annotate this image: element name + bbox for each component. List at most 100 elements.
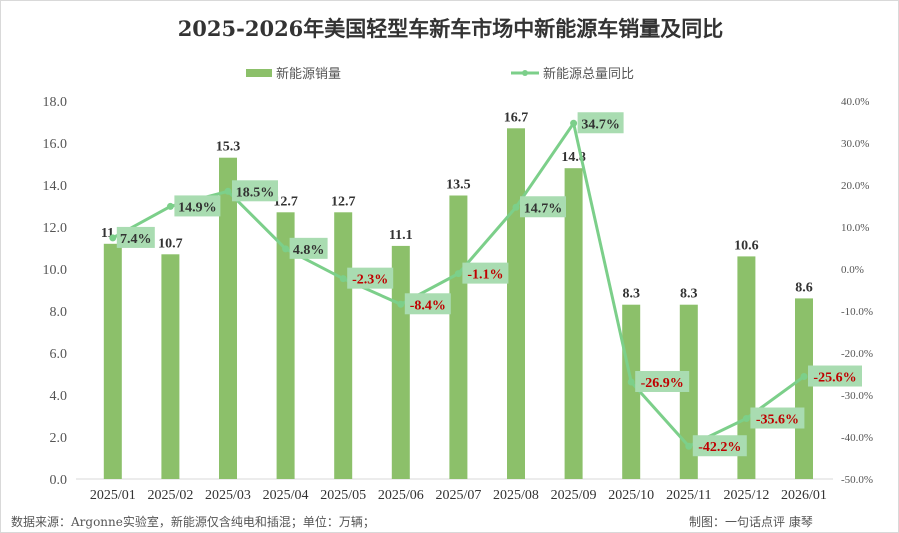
bar xyxy=(391,245,410,479)
bar xyxy=(622,304,641,479)
bar-data-label: 15.3 xyxy=(216,140,241,155)
yoy-data-label: 4.8% xyxy=(293,243,325,258)
yoy-label-bg xyxy=(577,112,624,134)
right-tick-label: 20.0% xyxy=(841,180,869,192)
legend-item-line: 新能源总量同比 xyxy=(511,63,634,82)
right-tick-label: -40.0% xyxy=(841,432,873,444)
yoy-point xyxy=(397,300,405,308)
source-note: 数据来源：Argonne实验室，新能源仅含纯电和插混；单位：万辆； xyxy=(11,515,375,529)
right-tick-label: -20.0% xyxy=(841,348,873,360)
yoy-data-label: -25.6% xyxy=(813,371,856,386)
yoy-data-label: 34.7% xyxy=(581,117,620,132)
right-tick-label: 40.0% xyxy=(841,96,869,108)
yoy-point xyxy=(800,373,808,381)
bar-data-label: 11.1 xyxy=(389,228,413,243)
yoy-data-label: 14.7% xyxy=(524,201,563,216)
left-tick-label: 14.0 xyxy=(43,179,68,194)
bar xyxy=(795,298,813,479)
x-tick-label: 2026/01 xyxy=(781,488,827,503)
left-tick-label: 18.0 xyxy=(43,95,68,110)
bar-data-label: 12.7 xyxy=(273,194,298,209)
right-tick-label: 0.0% xyxy=(841,264,864,276)
yoy-data-label: 18.5% xyxy=(236,185,275,200)
yoy-data-label: -42.2% xyxy=(698,440,741,455)
yoy-data-label: -1.1% xyxy=(467,268,503,283)
x-tick-label: 2025/12 xyxy=(723,488,769,503)
yoy-label-bg xyxy=(692,435,747,457)
left-tick-label: 2.0 xyxy=(50,431,68,446)
yoy-point xyxy=(224,187,232,195)
bar-data-label: 16.7 xyxy=(504,110,529,125)
bar-data-label: 13.5 xyxy=(446,178,471,193)
bar-data-label: 8.3 xyxy=(622,287,640,302)
yoy-label-bg xyxy=(635,370,690,392)
yoy-point xyxy=(627,378,635,386)
right-tick-label: -50.0% xyxy=(841,474,873,486)
yoy-data-label: -35.6% xyxy=(756,413,799,428)
bar xyxy=(219,157,237,479)
x-tick-label: 2025/11 xyxy=(666,488,711,503)
yoy-point xyxy=(512,203,520,211)
bar-data-label: 10.7 xyxy=(158,236,183,251)
left-tick-label: 10.0 xyxy=(43,263,68,278)
left-tick-label: 16.0 xyxy=(43,137,68,152)
yoy-label-bg xyxy=(289,237,328,259)
yoy-point xyxy=(742,415,750,423)
yoy-point xyxy=(454,270,462,278)
right-tick-label: -30.0% xyxy=(841,390,873,402)
bar-data-label: 12.7 xyxy=(331,194,356,209)
legend-line-swatch xyxy=(511,69,539,76)
yoy-point xyxy=(339,275,347,283)
yoy-label-bg xyxy=(174,195,221,217)
legend-line-label: 新能源总量同比 xyxy=(543,67,635,82)
bar-data-label: 8.6 xyxy=(795,280,813,295)
legend-bar-label: 新能源销量 xyxy=(276,67,342,82)
yoy-point xyxy=(282,245,290,253)
left-tick-label: 6.0 xyxy=(50,347,68,362)
bar xyxy=(334,212,353,480)
yoy-label-bg xyxy=(347,267,394,289)
chart-title: 2025-2026年美国轻型车新车市场中新能源车销量及同比 xyxy=(177,16,724,41)
yoy-label-bg xyxy=(232,180,278,202)
x-tick-label: 2025/03 xyxy=(205,488,251,503)
yoy-data-label: 7.4% xyxy=(120,232,152,247)
bar xyxy=(276,212,295,480)
yoy-data-label: -26.9% xyxy=(641,376,684,391)
x-tick-label: 2025/07 xyxy=(435,488,481,503)
yoy-label-bg xyxy=(404,293,451,315)
x-tick-label: 2025/10 xyxy=(608,488,654,503)
bar xyxy=(103,243,122,479)
bar xyxy=(449,195,468,479)
bar-data-label: 10.6 xyxy=(734,238,759,253)
right-tick-label: 10.0% xyxy=(841,222,869,234)
right-tick-label: -10.0% xyxy=(841,306,873,318)
bar xyxy=(564,168,583,479)
left-tick-label: 0.0 xyxy=(50,473,68,488)
yoy-point xyxy=(166,202,174,210)
yoy-data-label: -8.4% xyxy=(410,298,446,313)
x-tick-label: 2025/02 xyxy=(147,488,193,503)
left-tick-label: 4.0 xyxy=(50,389,68,404)
credit-note: 制图：一句话点评 康琴 xyxy=(689,515,813,529)
yoy-point xyxy=(109,234,117,242)
x-tick-label: 2025/01 xyxy=(90,488,136,503)
bar xyxy=(507,128,525,480)
yoy-label-bg xyxy=(462,262,509,284)
legend-bar-swatch xyxy=(246,68,272,77)
bar-data-label: 8.3 xyxy=(680,287,698,302)
yoy-point xyxy=(685,442,693,450)
left-tick-label: 12.0 xyxy=(43,221,68,236)
yoy-data-label: 14.9% xyxy=(178,200,217,215)
yoy-data-label: -2.3% xyxy=(352,273,388,288)
x-tick-label: 2025/08 xyxy=(493,488,539,503)
left-tick-label: 8.0 xyxy=(50,305,68,320)
right-tick-label: 30.0% xyxy=(841,138,869,150)
x-tick-label: 2025/09 xyxy=(551,488,597,503)
yoy-label-bg xyxy=(808,365,862,387)
yoy-point xyxy=(570,119,578,127)
x-tick-label: 2025/04 xyxy=(263,488,309,503)
yoy-label-bg xyxy=(750,407,805,429)
x-tick-label: 2025/06 xyxy=(378,488,424,503)
